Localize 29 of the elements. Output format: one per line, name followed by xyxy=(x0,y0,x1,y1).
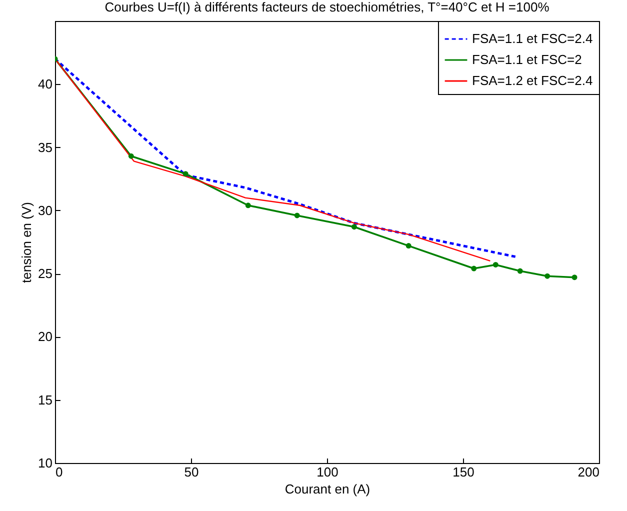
point xyxy=(351,224,357,230)
point xyxy=(128,153,134,159)
y-axis-title: tension en (V) xyxy=(19,202,34,283)
point xyxy=(406,243,412,249)
y-tick-label: 30 xyxy=(38,202,52,218)
y-tick-label: 35 xyxy=(38,140,52,155)
x-tick-label: 150 xyxy=(452,464,474,480)
point xyxy=(572,274,578,280)
legend-label: FSA=1.2 et FSC=2.4 xyxy=(472,73,593,88)
point xyxy=(517,268,523,274)
y-tick-label: 20 xyxy=(38,329,52,344)
y-tick-label: 25 xyxy=(38,266,52,282)
x-tick-label: 200 xyxy=(578,464,600,480)
point xyxy=(182,171,188,177)
y-tick-label: 10 xyxy=(38,456,52,470)
point xyxy=(492,262,498,268)
x-tick-label: 100 xyxy=(316,464,338,480)
point xyxy=(245,202,251,208)
x-axis-title: Courant en (A) xyxy=(284,482,370,496)
legend-label: FSA=1.1 et FSC=2 xyxy=(472,52,582,67)
chart-title: Courbes U=f(I) à différents facteurs de stoechiométries, T°=40°C et H =100% xyxy=(104,0,550,14)
legend-label: FSA=1.1 et FSC=2.4 xyxy=(472,31,593,46)
point xyxy=(294,212,300,218)
x-tick-label: 0 xyxy=(56,464,63,480)
point xyxy=(544,273,550,279)
point xyxy=(471,266,477,272)
y-tick-label: 40 xyxy=(38,76,52,92)
y-tick-label: 15 xyxy=(38,392,52,408)
x-tick-label: 50 xyxy=(184,464,199,480)
